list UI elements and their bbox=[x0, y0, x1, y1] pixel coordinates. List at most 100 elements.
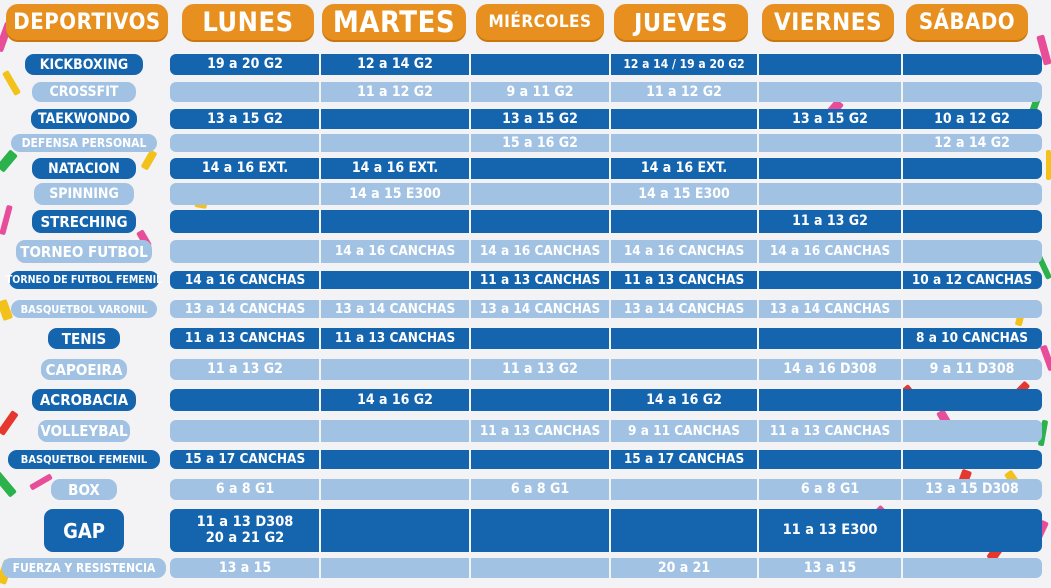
header-martes: MARTES bbox=[322, 4, 466, 40]
schedule-cell-viernes: 13 a 15 G2 bbox=[792, 110, 868, 127]
schedule-cell-viernes bbox=[758, 82, 902, 102]
sport-label: CROSSFIT bbox=[32, 82, 136, 102]
schedule-cell-martes: 14 a 16 G2 bbox=[357, 391, 433, 408]
schedule-cell-sabado: 10 a 12 G2 bbox=[934, 110, 1010, 127]
column-separator bbox=[609, 53, 611, 580]
schedule-cell-miercoles bbox=[470, 328, 610, 349]
schedule-cell-lunes: 11 a 13 G2 bbox=[207, 361, 283, 378]
schedule-cell-martes bbox=[320, 134, 470, 152]
schedule-cell-viernes bbox=[758, 54, 902, 75]
schedule-row bbox=[170, 271, 1042, 289]
schedule-cell-lunes: 6 a 8 G1 bbox=[215, 481, 275, 498]
schedule-row bbox=[170, 183, 1042, 205]
schedule-cell-viernes: 13 a 15 bbox=[803, 559, 857, 576]
confetti-piece bbox=[0, 410, 19, 436]
schedule-cell-viernes: 13 a 14 CANCHAS bbox=[769, 300, 891, 317]
schedule-cell-jueves bbox=[610, 134, 758, 152]
sport-label: DEFENSA PERSONAL bbox=[11, 134, 157, 152]
schedule-cell-miercoles bbox=[470, 389, 610, 411]
schedule-cell-miercoles bbox=[470, 183, 610, 205]
schedule-cell-lunes bbox=[170, 183, 320, 205]
schedule-cell-viernes: 11 a 13 CANCHAS bbox=[769, 422, 891, 439]
schedule-cell-jueves: 14 a 15 E300 bbox=[638, 185, 730, 202]
schedule-cell-sabado bbox=[902, 183, 1042, 205]
schedule-cell-viernes: 14 a 16 CANCHAS bbox=[769, 243, 891, 260]
header-viernes: VIERNES bbox=[762, 4, 894, 40]
sport-label: TENIS bbox=[48, 328, 120, 349]
schedule-cell-viernes bbox=[758, 450, 902, 469]
schedule-cell-miercoles: 11 a 13 CANCHAS bbox=[479, 271, 601, 288]
schedule-cell-lunes bbox=[170, 420, 320, 442]
schedule-cell-sabado: 9 a 11 D308 bbox=[929, 361, 1015, 378]
schedule-cell-jueves: 9 a 11 CANCHAS bbox=[628, 422, 740, 439]
schedule-cell-viernes: 11 a 13 G2 bbox=[792, 213, 868, 230]
schedule-cell-martes: 11 a 12 G2 bbox=[357, 83, 433, 100]
schedule-cell-jueves bbox=[610, 359, 758, 380]
schedule-cell-jueves bbox=[610, 479, 758, 500]
schedule-cell-jueves: 11 a 12 G2 bbox=[646, 83, 722, 100]
schedule-cell-lunes bbox=[170, 134, 320, 152]
confetti-piece bbox=[140, 149, 158, 171]
schedule-cell-lunes bbox=[170, 389, 320, 411]
schedule-cell-sabado: 13 a 15 D308 bbox=[925, 481, 1019, 498]
schedule-cell-miercoles bbox=[470, 210, 610, 233]
header-lunes: LUNES bbox=[182, 4, 314, 40]
column-separator bbox=[319, 53, 321, 580]
schedule-cell-jueves: 11 a 13 CANCHAS bbox=[623, 271, 745, 288]
sport-label: BOX bbox=[51, 479, 117, 500]
sport-label: VOLLEYBAL bbox=[38, 420, 130, 442]
schedule-row bbox=[170, 420, 1042, 442]
sport-label: TAEKWONDO bbox=[31, 109, 137, 129]
schedule-cell-miercoles: 14 a 16 CANCHAS bbox=[479, 243, 601, 260]
schedule-cell-miercoles bbox=[470, 450, 610, 469]
schedule-cell-jueves: 14 a 16 CANCHAS bbox=[623, 243, 745, 260]
schedule-cell-viernes: 11 a 13 E300 bbox=[782, 521, 878, 538]
header-deportivos: DEPORTIVOS bbox=[6, 4, 168, 40]
schedule-cell-sabado bbox=[902, 420, 1042, 442]
schedule-cell-martes bbox=[320, 558, 470, 578]
schedule-row bbox=[170, 450, 1042, 469]
schedule-cell-sabado bbox=[902, 210, 1042, 233]
sport-label: TORNEO FUTBOL bbox=[16, 240, 152, 263]
schedule-cell-lunes: 13 a 15 G2 bbox=[207, 110, 283, 127]
schedule-row bbox=[170, 509, 1042, 552]
schedule-cell-miercoles: 15 a 16 G2 bbox=[502, 134, 578, 151]
schedule-cell-miercoles bbox=[470, 158, 610, 179]
schedule-cell-martes bbox=[320, 359, 470, 380]
schedule-row bbox=[170, 210, 1042, 233]
sport-label: GAP bbox=[44, 509, 124, 552]
schedule-row bbox=[170, 240, 1042, 263]
schedule-cell-sabado: 12 a 14 G2 bbox=[934, 134, 1010, 151]
confetti-piece bbox=[0, 149, 18, 173]
schedule-cell-miercoles: 9 a 11 G2 bbox=[506, 83, 574, 100]
header-sabado: SÁBADO bbox=[906, 4, 1028, 40]
schedule-row bbox=[170, 300, 1042, 318]
schedule-cell-sabado bbox=[902, 54, 1042, 75]
header-miercoles: MIÉRCOLES bbox=[476, 4, 604, 40]
schedule-cell-lunes bbox=[170, 210, 320, 233]
schedule-row bbox=[170, 134, 1042, 152]
sport-label: SPINNING bbox=[34, 183, 134, 205]
schedule-row bbox=[170, 558, 1042, 578]
schedule-cell-lunes: 11 a 13 CANCHAS bbox=[184, 330, 306, 347]
schedule-cell-lunes bbox=[170, 82, 320, 102]
schedule-cell-martes bbox=[320, 271, 470, 289]
schedule-cell-viernes bbox=[758, 158, 902, 179]
schedule-cell-jueves bbox=[610, 328, 758, 349]
schedule-row bbox=[170, 82, 1042, 102]
schedule-cell-viernes bbox=[758, 183, 902, 205]
column-separator bbox=[469, 53, 471, 580]
schedule-cell-jueves: 12 a 14 / 19 a 20 G2 bbox=[623, 57, 745, 72]
schedule-cell-lunes: 19 a 20 G2 bbox=[207, 56, 283, 73]
sport-label: KICKBOXING bbox=[25, 54, 143, 75]
schedule-cell-jueves bbox=[610, 509, 758, 552]
header-jueves: JUEVES bbox=[614, 4, 748, 40]
sport-label: BASQUETBOL VARONIL bbox=[11, 300, 157, 318]
schedule-row bbox=[170, 389, 1042, 411]
schedule-cell-lunes: 13 a 15 bbox=[218, 559, 272, 576]
schedule-cell-viernes bbox=[758, 328, 902, 349]
schedule-cell-miercoles bbox=[470, 54, 610, 75]
schedule-cell-jueves bbox=[610, 210, 758, 233]
schedule-cell-miercoles: 11 a 13 G2 bbox=[502, 361, 578, 378]
schedule-cell-miercoles bbox=[470, 509, 610, 552]
